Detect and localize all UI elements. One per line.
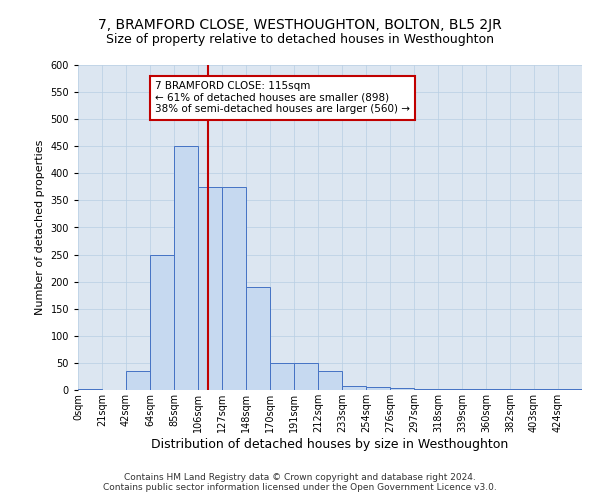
- Bar: [222, 187, 246, 390]
- Y-axis label: Number of detached properties: Number of detached properties: [35, 140, 45, 315]
- X-axis label: Distribution of detached houses by size in Westhoughton: Distribution of detached houses by size …: [151, 438, 509, 450]
- Text: 7, BRAMFORD CLOSE, WESTHOUGHTON, BOLTON, BL5 2JR: 7, BRAMFORD CLOSE, WESTHOUGHTON, BOLTON,…: [98, 18, 502, 32]
- Bar: [342, 386, 366, 390]
- Bar: [126, 371, 150, 390]
- Text: 7 BRAMFORD CLOSE: 115sqm
← 61% of detached houses are smaller (898)
38% of semi-: 7 BRAMFORD CLOSE: 115sqm ← 61% of detach…: [155, 81, 410, 114]
- Bar: [174, 146, 198, 390]
- Bar: [414, 389, 438, 390]
- Text: Size of property relative to detached houses in Westhoughton: Size of property relative to detached ho…: [106, 32, 494, 46]
- Bar: [270, 363, 294, 390]
- Bar: [294, 363, 318, 390]
- Text: Contains HM Land Registry data © Crown copyright and database right 2024.
Contai: Contains HM Land Registry data © Crown c…: [103, 473, 497, 492]
- Bar: [78, 389, 102, 390]
- Bar: [438, 389, 462, 390]
- Bar: [510, 389, 534, 390]
- Bar: [198, 187, 222, 390]
- Bar: [390, 388, 414, 390]
- Bar: [318, 371, 342, 390]
- Bar: [366, 388, 390, 390]
- Bar: [246, 287, 270, 390]
- Bar: [558, 389, 582, 390]
- Bar: [150, 254, 174, 390]
